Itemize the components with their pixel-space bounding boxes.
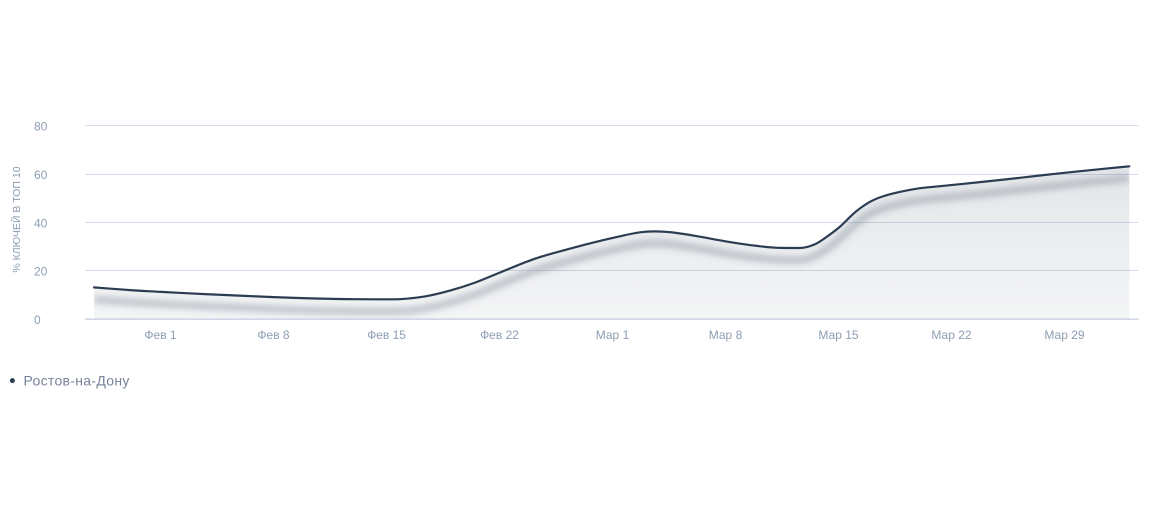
svg-text:60: 60 (34, 168, 48, 182)
svg-text:Фев 1: Фев 1 (144, 328, 177, 342)
svg-text:Фев 22: Фев 22 (480, 328, 519, 342)
svg-text:Мар 22: Мар 22 (931, 328, 971, 342)
svg-text:Мар 8: Мар 8 (709, 328, 743, 342)
svg-text:Мар 15: Мар 15 (818, 328, 858, 342)
svg-text:80: 80 (34, 120, 48, 134)
svg-text:Мар 1: Мар 1 (596, 328, 630, 342)
svg-text:0: 0 (34, 313, 41, 327)
svg-text:Мар 29: Мар 29 (1044, 328, 1084, 342)
svg-text:Фев 15: Фев 15 (367, 328, 406, 342)
svg-text:Ростов-на-Дону: Ростов-на-Дону (24, 372, 130, 388)
svg-text:% КЛЮЧЕЙ В ТОП 10: % КЛЮЧЕЙ В ТОП 10 (10, 166, 23, 272)
svg-text:Фев 8: Фев 8 (257, 328, 290, 342)
svg-text:20: 20 (34, 265, 48, 279)
svg-text:40: 40 (34, 216, 48, 230)
